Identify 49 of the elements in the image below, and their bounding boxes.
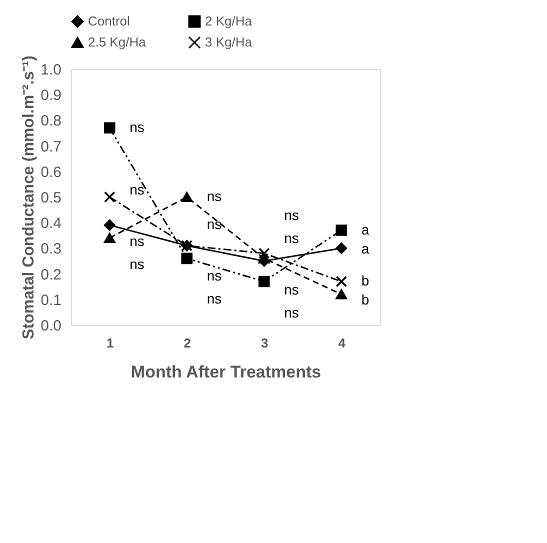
legend-label: 2.5 Kg/Ha [88, 34, 147, 50]
annotation: ns [130, 256, 144, 272]
y-tick-label: 0.0 [40, 318, 62, 334]
x-tick-label: 2 [184, 336, 191, 350]
point [181, 252, 193, 264]
x-axis-title: Month After Treatments [130, 362, 322, 382]
annotation: ns [130, 182, 144, 198]
annotation: b [361, 292, 370, 308]
y-tick-label: 0.9 [40, 87, 62, 104]
legend-label: Control [88, 14, 130, 29]
y-tick-label: 0.8 [40, 112, 62, 130]
y-tick-label: 0.1 [40, 292, 62, 309]
annotation: ns [284, 281, 299, 298]
x-tick-label: 4 [338, 336, 346, 350]
point [104, 220, 116, 231]
y-tick-label: 1.0 [40, 62, 62, 78]
y-tick-label: 0.7 [40, 138, 62, 156]
point [181, 192, 193, 202]
annotation: ns [206, 216, 222, 232]
y-axis-title: Stomatal Conductance (mmol.m⁻².s⁻¹) [20, 56, 38, 340]
point [104, 122, 116, 134]
point [104, 191, 116, 203]
x-tick-label: 1 [106, 336, 114, 350]
annotation: ns [284, 207, 299, 224]
y-tick-label: 0.6 [40, 164, 62, 181]
point [336, 276, 348, 288]
point [336, 289, 348, 300]
point [336, 224, 348, 236]
point [336, 242, 348, 254]
y-tick-label: 0.4 [40, 215, 62, 232]
point [258, 276, 270, 288]
annotation: ns [206, 290, 222, 306]
annotation: ns [130, 118, 144, 135]
annotation: b [361, 272, 370, 288]
annotation: ns [206, 188, 222, 204]
annotation: ns [284, 304, 299, 320]
annotation: a [361, 240, 370, 256]
legend-label: 2 Kg/Ha [205, 14, 253, 29]
y-tick-label: 0.5 [40, 190, 62, 206]
annotation: ns [206, 267, 222, 284]
annotation: a [361, 221, 370, 238]
annotation: ns [284, 230, 299, 246]
y-tick-label: 0.3 [40, 240, 62, 258]
x-tick-label: 3 [261, 336, 268, 350]
y-tick-label: 0.2 [40, 266, 62, 284]
point [104, 232, 116, 243]
point [258, 248, 270, 259]
legend-label: 3 Kg/Ha [205, 34, 253, 50]
annotation: ns [130, 232, 144, 249]
